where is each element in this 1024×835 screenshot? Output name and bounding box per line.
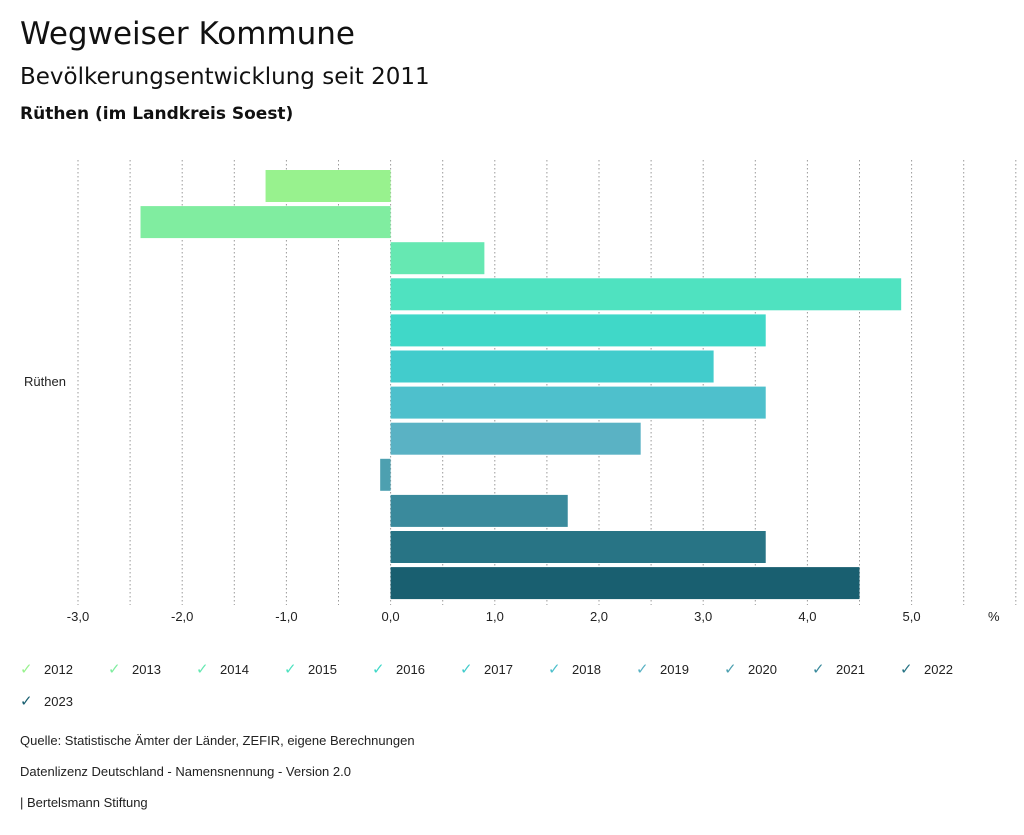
license-note: Datenlizenz Deutschland - Namensnennung … bbox=[20, 764, 351, 779]
legend-item-2019[interactable]: ✓ 2019 bbox=[636, 660, 689, 678]
legend-label: 2013 bbox=[132, 661, 161, 677]
tick-label: -3,0 bbox=[67, 609, 89, 624]
tick-label: 4,0 bbox=[798, 609, 816, 624]
bar-2018[interactable] bbox=[390, 386, 766, 419]
legend-item-2015[interactable]: ✓ 2015 bbox=[284, 660, 337, 678]
legend-label: 2015 bbox=[308, 661, 337, 677]
legend-item-2020[interactable]: ✓ 2020 bbox=[724, 660, 777, 678]
bar-2023[interactable] bbox=[390, 567, 860, 600]
bar-2013[interactable] bbox=[140, 206, 391, 239]
bar-2019[interactable] bbox=[390, 422, 641, 455]
tick-label: -2,0 bbox=[171, 609, 193, 624]
legend-item-2018[interactable]: ✓ 2018 bbox=[548, 660, 601, 678]
check-icon: ✓ bbox=[372, 661, 385, 678]
check-icon: ✓ bbox=[108, 661, 121, 678]
legend-label: 2019 bbox=[660, 661, 689, 677]
legend-label: 2018 bbox=[572, 661, 601, 677]
tick-label: 1,0 bbox=[486, 609, 504, 624]
tick-label: 5,0 bbox=[903, 609, 921, 624]
legend-label: 2023 bbox=[44, 693, 73, 709]
legend-item-2013[interactable]: ✓ 2013 bbox=[108, 660, 161, 678]
legend-label: 2020 bbox=[748, 661, 777, 677]
tick-labels: -3,0 -2,0 -1,0 0,0 1,0 2,0 3,0 4,0 5,0 bbox=[67, 609, 921, 624]
bar-chart: -3,0 -2,0 -1,0 0,0 1,0 2,0 3,0 4,0 5,0 Rüthen % bbox=[24, 160, 1017, 624]
bar-2022[interactable] bbox=[390, 531, 766, 563]
legend-label: 2021 bbox=[836, 661, 865, 677]
source-note: Quelle: Statistische Ämter der Länder, Z… bbox=[20, 733, 415, 748]
bar-2020[interactable] bbox=[380, 458, 391, 491]
chart-subtitle: Bevölkerungsentwicklung seit 2011 bbox=[20, 64, 430, 90]
legend-label: 2012 bbox=[44, 661, 73, 677]
bar-2016[interactable] bbox=[390, 314, 766, 347]
unit-label: % bbox=[988, 609, 1000, 624]
legend-item-2014[interactable]: ✓ 2014 bbox=[196, 660, 249, 678]
legend-item-2023[interactable]: ✓ 2023 bbox=[20, 692, 73, 710]
check-icon: ✓ bbox=[196, 661, 209, 678]
legend-item-2017[interactable]: ✓ 2017 bbox=[460, 660, 513, 678]
bar-2017[interactable] bbox=[390, 350, 714, 383]
check-icon: ✓ bbox=[636, 661, 649, 678]
check-icon: ✓ bbox=[900, 661, 913, 678]
page-title: Wegweiser Kommune bbox=[20, 16, 355, 52]
tick-label: 3,0 bbox=[694, 609, 712, 624]
legend-label: 2022 bbox=[924, 661, 953, 677]
tick-label: 2,0 bbox=[590, 609, 608, 624]
check-icon: ✓ bbox=[284, 661, 297, 678]
tick-label: 0,0 bbox=[382, 609, 400, 624]
tick-label: -1,0 bbox=[275, 609, 297, 624]
bar-2021[interactable] bbox=[390, 494, 568, 527]
region-label: Rüthen (im Landkreis Soest) bbox=[20, 104, 294, 124]
category-label: Rüthen bbox=[24, 374, 66, 389]
bar-2012[interactable] bbox=[265, 170, 391, 202]
legend-label: 2016 bbox=[396, 661, 425, 677]
check-icon: ✓ bbox=[20, 693, 33, 710]
brand-note: | Bertelsmann Stiftung bbox=[20, 795, 148, 810]
check-icon: ✓ bbox=[812, 661, 825, 678]
legend-item-2022[interactable]: ✓ 2022 bbox=[900, 660, 953, 678]
legend-item-2021[interactable]: ✓ 2021 bbox=[812, 660, 865, 678]
legend-label: 2014 bbox=[220, 661, 249, 677]
check-icon: ✓ bbox=[20, 661, 33, 678]
bar-2014[interactable] bbox=[390, 242, 485, 275]
check-icon: ✓ bbox=[460, 661, 473, 678]
legend-label: 2017 bbox=[484, 661, 513, 677]
legend-item-2016[interactable]: ✓ 2016 bbox=[372, 660, 425, 678]
check-icon: ✓ bbox=[548, 661, 561, 678]
check-icon: ✓ bbox=[724, 661, 737, 678]
bar-2015[interactable] bbox=[390, 278, 902, 311]
legend-item-2012[interactable]: ✓ 2012 bbox=[20, 660, 73, 678]
bars bbox=[140, 170, 902, 600]
